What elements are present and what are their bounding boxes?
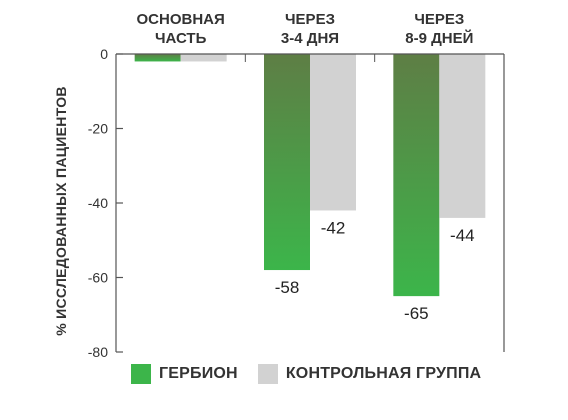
category-label-1-line-1: ОСНОВНАЯ	[137, 11, 225, 28]
category-label-1-line-2: ЧАСТЬ	[155, 30, 207, 47]
y-tick-label: -40	[88, 195, 108, 211]
legend-swatch-gerbion	[131, 364, 151, 384]
category-label-2-line-2: 3-4 ДНЯ	[281, 30, 339, 47]
legend-label-gerbion: ГЕРБИОН	[159, 365, 238, 382]
bar-control-1	[180, 54, 227, 62]
legend-item-gerbion: ГЕРБИОН	[131, 364, 238, 384]
bar-control-3	[439, 54, 486, 218]
bar-control-2	[310, 54, 356, 211]
y-tick-label: -60	[88, 270, 108, 286]
category-label-3-line-2: 8-9 ДНЕЙ	[405, 29, 473, 47]
bar-gerbion-2	[264, 54, 310, 271]
y-axis-title: % ИССЛЕДОВАННЫХ ПАЦИЕНТОВ	[53, 86, 69, 336]
y-tick-label: -80	[88, 344, 108, 360]
y-tick-label: -20	[88, 121, 108, 137]
category-label-2-line-1: ЧЕРЕЗ	[285, 11, 335, 28]
legend-swatch-control	[257, 364, 278, 384]
value-label-control-3: -44	[450, 226, 475, 245]
legend-label-control: КОНТРОЛЬНАЯ ГРУППА	[285, 365, 482, 382]
value-label-gerbion-3: -65	[404, 304, 429, 323]
chart-legend: ГЕРБИОН КОНТРОЛЬНАЯ ГРУППА	[131, 364, 501, 384]
bar-gerbion-3	[393, 54, 440, 297]
y-tick-label: 0	[100, 46, 108, 62]
value-label-control-2: -42	[321, 218, 346, 237]
value-label-gerbion-2: -58	[275, 278, 300, 297]
legend-item-control: КОНТРОЛЬНАЯ ГРУППА	[257, 364, 482, 384]
bar-gerbion-1	[134, 54, 181, 62]
category-label-3-line-1: ЧЕРЕЗ	[414, 11, 464, 28]
